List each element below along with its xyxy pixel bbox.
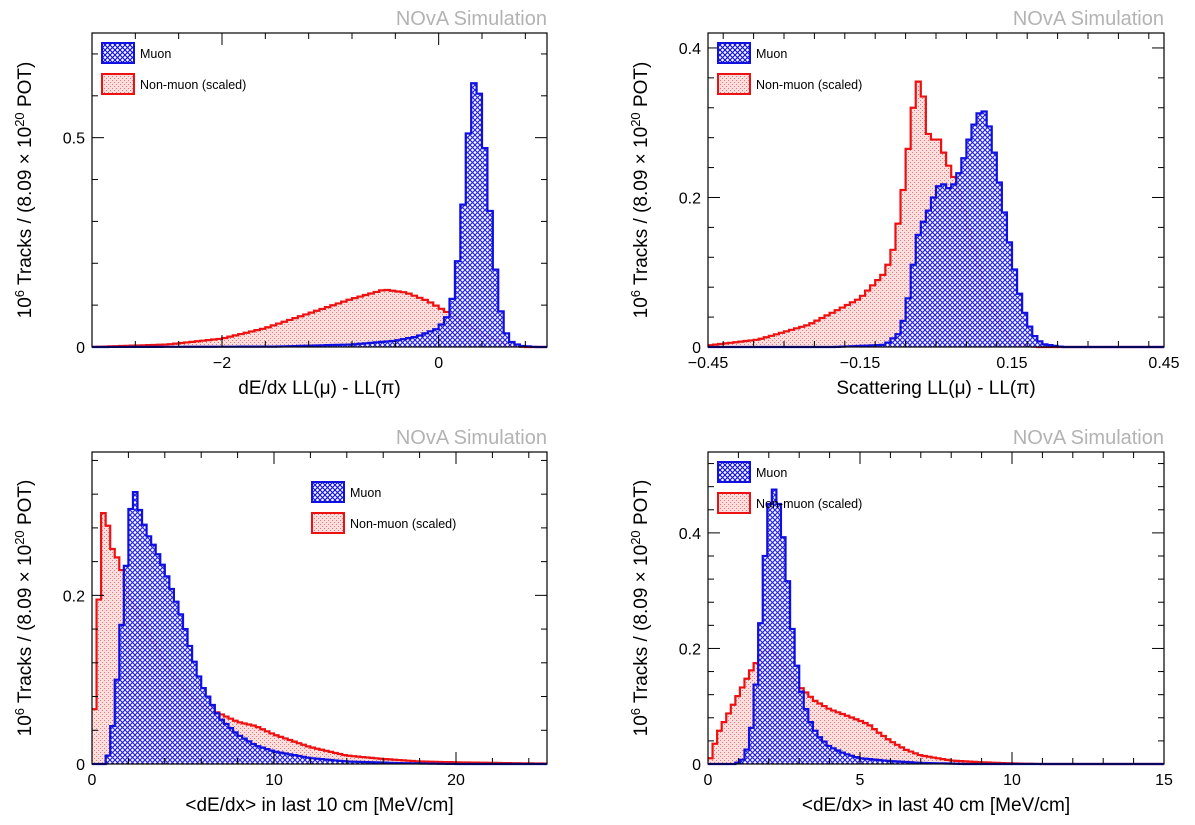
plot-frame [91, 32, 548, 348]
muon-legend-label: Muon [756, 47, 787, 61]
legend: Muon Non-muon (scaled) [101, 42, 246, 95]
x-tick-label: 20 [447, 772, 465, 789]
y-tick-label: 0.4 [679, 526, 701, 543]
muon-legend-swatch [717, 42, 751, 64]
x-axis-title: <dE/dx> in last 10 cm [MeV/cm] [185, 795, 453, 816]
x-tick-label: 10 [1003, 772, 1021, 789]
y-axis-title: 106 Tracks / (8.09 × 1020 POT) [12, 62, 37, 319]
y-axis-title: 106 Tracks / (8.09 × 1020 POT) [628, 62, 653, 319]
y-tick-label: 0.5 [63, 131, 85, 148]
plot-frame [707, 451, 1165, 765]
x-tick-label: −0.45 [688, 355, 729, 372]
muon-histogram-fill [708, 489, 1164, 764]
x-tick-label: −0.15 [840, 355, 881, 372]
nonmuon-legend-label: Non-muon (scaled) [756, 497, 862, 511]
x-tick-label: 0 [704, 772, 713, 789]
x-tick-label: 0.15 [996, 355, 1027, 372]
legend: Muon Non-muon (scaled) [717, 461, 862, 514]
nonmuon-legend-label: Non-muon (scaled) [756, 78, 862, 92]
muon-legend-swatch [101, 42, 135, 64]
nonmuon-legend-swatch [311, 512, 345, 534]
simulation-watermark: NOvA Simulation [1013, 8, 1164, 30]
muon-legend-label: Muon [350, 486, 381, 500]
y-tick-label: 0.2 [63, 588, 85, 605]
y-tick-label: 0 [76, 757, 85, 774]
x-tick-label: −2 [213, 355, 231, 372]
x-tick-label: 0 [88, 772, 97, 789]
panel-top-right: −0.45 −0.15 0.15 0.45 0 0.2 0.4 Scattering LL(μ… [628, 8, 1180, 399]
panel-bottom-left: 0 10 20 0 0.2 <dE/dx> in last 10 cm [MeV/cm] 1… [12, 427, 548, 816]
panel-bottom-right: 0 5 10 15 0 0.2 0.4 <dE/dx> in last 40 cm [MeV/… [628, 427, 1174, 816]
x-axis-title: Scattering LL(μ) - LL(π) [836, 378, 1035, 399]
y-tick-label: 0.2 [679, 641, 701, 658]
x-axis-title: <dE/dx> in last 40 cm [MeV/cm] [802, 795, 1070, 816]
y-tick-label: 0 [692, 340, 701, 357]
nonmuon-legend-swatch [717, 73, 751, 95]
nonmuon-legend-swatch [717, 492, 751, 514]
y-tick-label: 0.2 [679, 190, 701, 207]
nonmuon-legend-swatch [101, 73, 135, 95]
muon-histogram-fill [708, 111, 1164, 347]
y-axis-title: 106 Tracks / (8.09 × 1020 POT) [628, 480, 653, 737]
nonmuon-legend-label: Non-muon (scaled) [140, 78, 246, 92]
x-tick-label: 0.45 [1148, 355, 1179, 372]
nonmuon-histogram-fill [708, 649, 1164, 764]
muon-legend-swatch [311, 481, 345, 503]
legend: Muon Non-muon (scaled) [311, 481, 456, 534]
y-tick-label: 0.4 [679, 41, 701, 58]
muon-legend-swatch [717, 461, 751, 483]
nonmuon-legend-label: Non-muon (scaled) [350, 517, 456, 531]
x-axis-title: dE/dx LL(μ) - LL(π) [238, 378, 400, 399]
x-tick-label: 15 [1155, 772, 1173, 789]
muon-histogram-fill [92, 83, 547, 348]
y-axis-title: 106 Tracks / (8.09 × 1020 POT) [12, 480, 37, 737]
plot-frame [91, 451, 548, 765]
muon-legend-label: Muon [756, 466, 787, 480]
x-tick-label: 0 [434, 355, 443, 372]
y-tick-label: 0 [692, 757, 701, 774]
y-tick-label: 0 [76, 340, 85, 357]
legend: Muon Non-muon (scaled) [717, 42, 862, 95]
simulation-watermark: NOvA Simulation [396, 8, 547, 30]
panel-top-left: −2 0 0 0.5 dE/dx LL(μ) - LL(π) 106 Tracks / (… [12, 8, 548, 399]
simulation-watermark: NOvA Simulation [396, 427, 547, 449]
x-tick-label: 5 [856, 772, 865, 789]
muon-legend-label: Muon [140, 47, 171, 61]
x-tick-label: 10 [265, 772, 283, 789]
simulation-watermark: NOvA Simulation [1013, 427, 1164, 449]
